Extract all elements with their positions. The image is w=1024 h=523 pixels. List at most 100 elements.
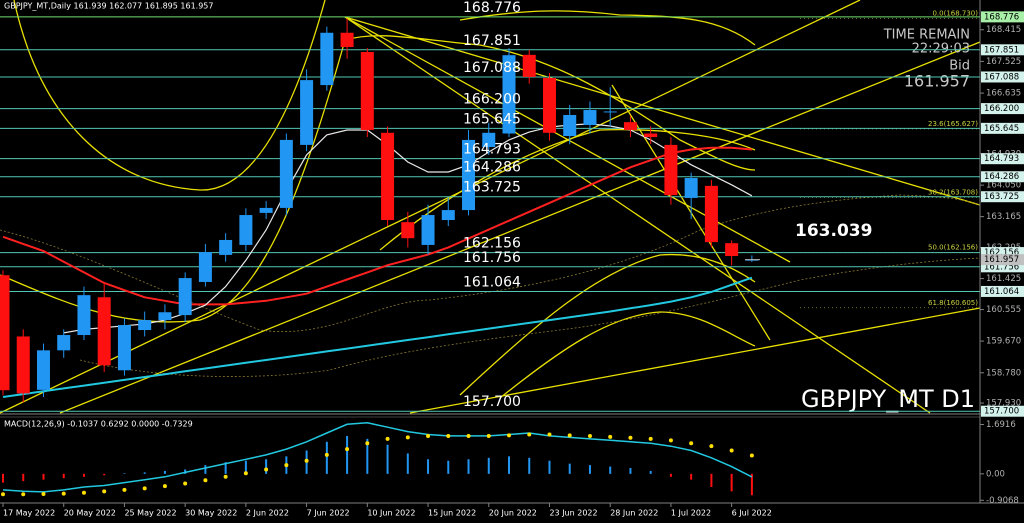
macd-signal-dot (385, 436, 390, 441)
y-tick-label: 0.00 (986, 469, 1005, 479)
trend-line (344, 16, 931, 414)
macd-signal-dot (729, 448, 734, 453)
macd-signal-dot (162, 484, 167, 489)
fib-label: 50.0(162.156) (928, 244, 978, 252)
level-axis-label: 167.088 (984, 72, 1019, 82)
candle-body (441, 210, 455, 221)
macd-signal-dot (668, 438, 673, 443)
level-label: 157.700 (463, 394, 521, 410)
level-axis-box (981, 261, 1024, 273)
level-label: 167.088 (463, 60, 521, 76)
level-axis-label: 165.645 (984, 124, 1019, 134)
y-tick-label: -0.9068 (986, 496, 1019, 506)
macd-signal-dot (203, 478, 208, 483)
candle-body (725, 243, 739, 256)
macd-signal-dot (21, 492, 26, 497)
candle-body (16, 336, 30, 394)
x-tick-label: 20 May 2022 (64, 509, 116, 518)
level-axis-label: 157.700 (984, 407, 1019, 417)
x-tick-label: 30 May 2022 (185, 509, 237, 518)
trend-line (0, 0, 861, 414)
envelope-curve (13, 0, 326, 191)
level-axis-box (981, 285, 1024, 297)
level-axis-label: 161.064 (984, 287, 1019, 297)
candle-body (57, 335, 71, 351)
envelope-curve (499, 311, 756, 399)
level-axis-label: 161.756 (984, 262, 1019, 272)
macd-signal-dot (223, 474, 228, 479)
candle-body (401, 222, 415, 239)
candle-body (158, 312, 172, 321)
macd-signal-dot (183, 481, 188, 486)
level-axis-box (981, 11, 1024, 23)
candle-body (704, 185, 718, 243)
x-tick-label: 10 Jun 2022 (367, 509, 415, 518)
candle-body (259, 207, 273, 213)
level-axis-box (981, 103, 1024, 115)
x-tick-label: 28 Jun 2022 (610, 509, 658, 518)
trend-line (344, 16, 981, 206)
candle-body (381, 132, 395, 221)
candle-body (644, 133, 658, 138)
level-axis-label: 164.286 (984, 172, 1019, 182)
macd-signal-dot (1, 492, 5, 497)
level-axis-box (981, 171, 1024, 183)
candle-body (340, 32, 354, 47)
candle-body (563, 114, 577, 137)
level-label: 168.776 (463, 0, 521, 16)
fib-label: 38.2(163.708) (928, 188, 978, 196)
x-tick-label: 6 Jul 2022 (732, 509, 772, 518)
level-axis-box (981, 191, 1024, 203)
macd-signal-dot (81, 490, 86, 495)
y-tick-label: 160.555 (986, 305, 1021, 315)
bid-axis-box (981, 254, 1024, 266)
macd-signal-dot (304, 458, 309, 463)
bid-label: Bid (949, 59, 970, 74)
x-tick-label: 7 Jun 2022 (307, 509, 350, 518)
level-axis-box (981, 122, 1024, 134)
level-label: 162.156 (463, 236, 521, 252)
macd-signal-dot (365, 441, 370, 446)
x-tick-label: 1 Jul 2022 (671, 509, 711, 518)
trend-line (59, 41, 981, 414)
candle-body (138, 320, 152, 331)
macd-signal-dot (102, 489, 107, 494)
macd-signal-dot (547, 432, 552, 437)
candle-body (279, 139, 293, 208)
candle-body (360, 51, 374, 130)
chart-header: GBPJPY_MT,Daily 161.939 162.077 161.895 … (4, 2, 213, 11)
candle-body (239, 215, 253, 245)
level-label: 161.064 (463, 274, 521, 290)
candle-body (603, 111, 617, 113)
macd-header: MACD(12,26,9) -0.1037 0.6292 0.0000 -0.7… (4, 420, 193, 429)
macd-signal-dot (142, 486, 147, 491)
x-tick-label: 25 May 2022 (124, 509, 176, 518)
envelope-curve (0, 35, 756, 323)
level-axis-box (981, 405, 1024, 417)
macd-signal-dot (466, 433, 471, 438)
level-axis-label: 166.200 (984, 104, 1019, 114)
macd-signal-dot (648, 436, 653, 441)
time-remain-label: TIME REMAIN (883, 28, 970, 43)
candle-body (462, 139, 476, 211)
trend-line (409, 307, 981, 414)
candle-body (97, 297, 111, 366)
macd-signal-dot (587, 433, 592, 438)
level-axis-box (981, 71, 1024, 83)
x-tick-label: 23 Jun 2022 (549, 509, 597, 518)
candle-body (300, 80, 314, 145)
candle-body (178, 278, 192, 316)
y-tick-label: 1.6916 (986, 420, 1016, 430)
macd-signal-dot (284, 463, 289, 468)
level-axis-label: 164.793 (984, 154, 1019, 164)
y-tick-label: 166.635 (986, 89, 1021, 99)
y-tick-label: 163.165 (986, 212, 1021, 222)
candle-body (623, 122, 637, 130)
price-label: 163.039 (795, 221, 872, 241)
macd-signal-dot (345, 447, 350, 452)
level-label: 167.851 (463, 33, 521, 49)
moving-average (2, 146, 752, 306)
macd-signal-dot (264, 467, 269, 472)
